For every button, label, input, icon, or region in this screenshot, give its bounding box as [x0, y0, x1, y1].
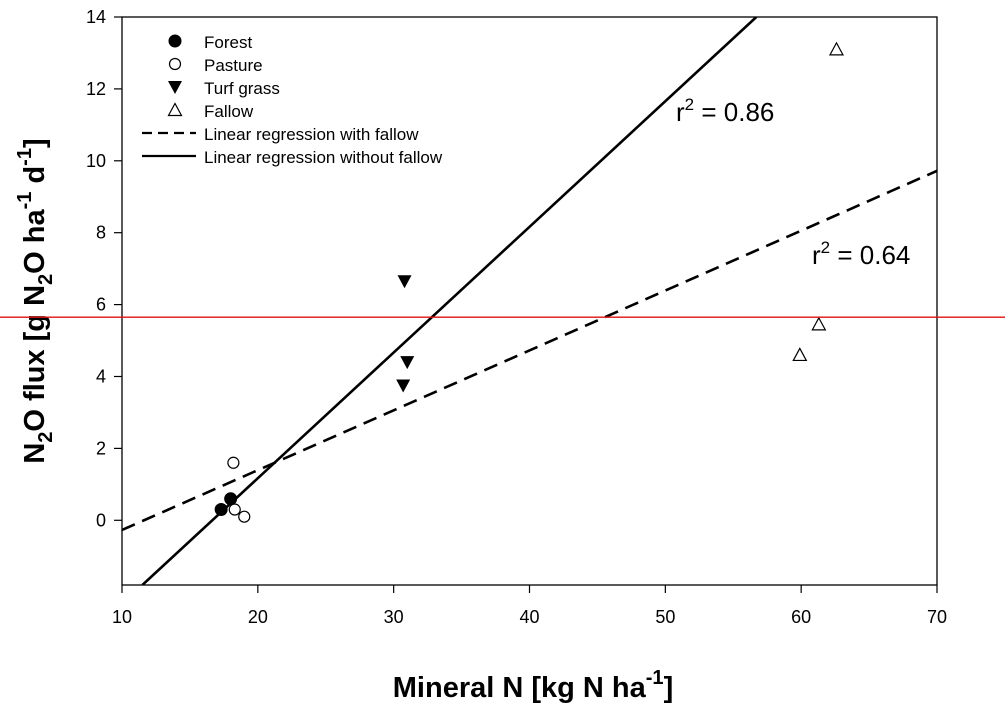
x-tick-label: 20: [248, 607, 268, 627]
y-tick-label: 6: [96, 295, 106, 315]
fallow-point: [792, 347, 808, 362]
forest-point: [224, 492, 238, 506]
y-axis-ticks: 0 2 4 6 8 10 12 14: [86, 7, 122, 530]
forest-point: [214, 503, 228, 517]
regression-line-without-fallow: [141, 17, 758, 585]
legend-label: Linear regression without fallow: [204, 148, 443, 167]
x-axis-title: Mineral N [kg N ha-1]: [393, 667, 673, 704]
y-tick-label: 4: [96, 366, 106, 386]
pasture-point: [227, 456, 240, 469]
x-tick-label: 10: [112, 607, 132, 627]
turf-grass-point: [400, 356, 415, 370]
legend-marker: [167, 102, 183, 117]
legend-label: Pasture: [204, 56, 263, 75]
y-tick-label: 8: [96, 223, 106, 243]
x-tick-label: 60: [791, 607, 811, 627]
x-tick-label: 70: [927, 607, 947, 627]
pasture-point: [238, 510, 251, 523]
turf-grass-point: [397, 275, 412, 289]
r2-label: r2 = 0.86: [676, 95, 774, 127]
legend-label: Turf grass: [204, 79, 280, 98]
r2-label: r2 = 0.64: [812, 238, 910, 270]
legend-label: Linear regression with fallow: [204, 125, 419, 144]
r2-annotations: r2 = 0.64 r2 = 0.86: [676, 95, 910, 270]
y-tick-label: 2: [96, 438, 106, 458]
y-tick-label: 14: [86, 7, 106, 27]
legend-marker: [168, 34, 182, 48]
y-tick-label: 10: [86, 151, 106, 171]
pasture-point: [228, 503, 241, 516]
x-tick-label: 50: [655, 607, 675, 627]
y-tick-label: 12: [86, 79, 106, 99]
x-tick-label: 30: [384, 607, 404, 627]
y-tick-label: 0: [96, 510, 106, 530]
fallow-point: [828, 41, 844, 56]
legend: Forest Pasture Turf grass Fallow Linear regr…: [142, 33, 443, 167]
x-tick-label: 40: [519, 607, 539, 627]
x-axis-ticks: 10 20 30 40 50 60 70: [112, 585, 947, 627]
legend-label: Fallow: [204, 102, 254, 121]
regression-line-with-fallow: [122, 169, 937, 532]
turf-grass-point: [396, 379, 411, 393]
y-axis-title: N2O flux [g N2O ha-1 d-1]: [14, 138, 57, 463]
data-points: [214, 41, 844, 523]
legend-label: Forest: [204, 33, 252, 52]
fallow-point: [811, 316, 827, 331]
legend-marker: [168, 57, 182, 71]
regression-lines: [122, 17, 937, 585]
legend-marker: [168, 81, 182, 94]
